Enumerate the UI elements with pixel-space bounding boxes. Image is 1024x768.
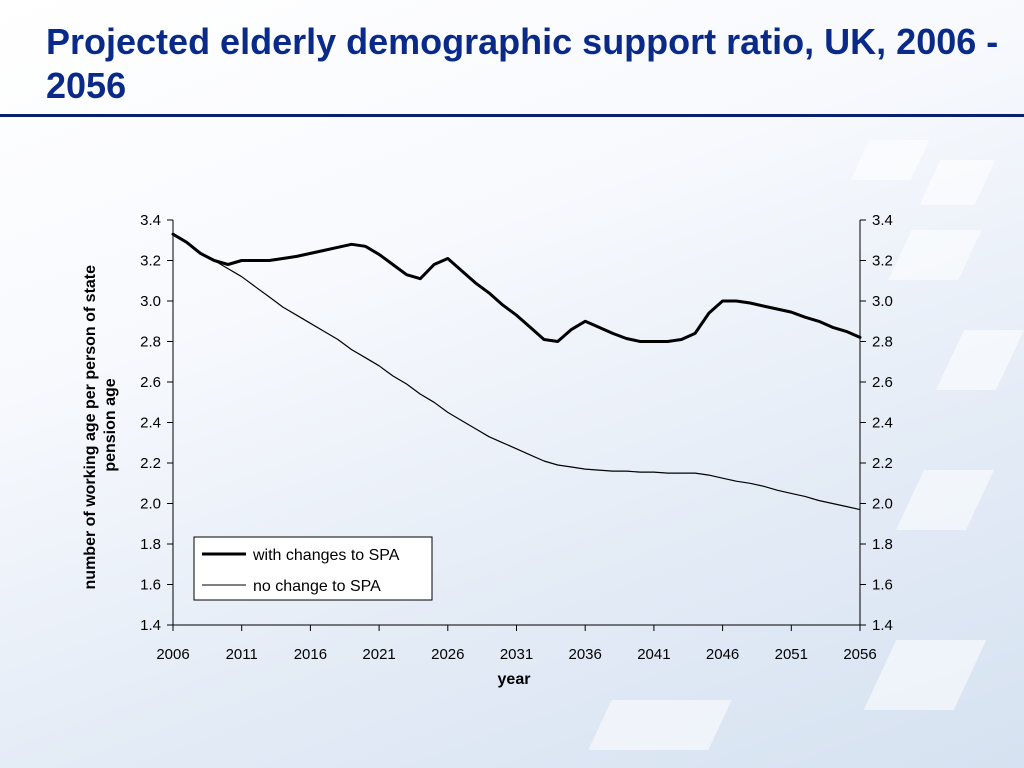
y-tick-label-left: 2.0: [140, 496, 161, 513]
x-tick-label: 2036: [569, 646, 602, 663]
y-tick-label-right: 1.8: [872, 536, 893, 553]
y-axis-title-line-1: number of working age per person of stat…: [82, 265, 99, 590]
x-axis-title: year: [498, 671, 531, 688]
title-divider: [0, 114, 1024, 117]
x-tick-label: 2041: [637, 646, 670, 663]
y-tick-label-left: 1.4: [140, 617, 161, 634]
slide-title: Projected elderly demographic support ra…: [46, 21, 999, 106]
y-tick-label-right: 2.0: [872, 496, 893, 513]
y-tick-label-left: 1.6: [140, 577, 161, 594]
y-tick-label-right: 3.0: [872, 293, 893, 310]
legend-label-no-change: no change to SPA: [253, 578, 381, 595]
y-tick-label-right: 1.4: [872, 617, 893, 634]
y-tick-label-left: 2.2: [140, 455, 161, 472]
legend-label-with-changes: with changes to SPA: [252, 547, 400, 564]
legend: with changes to SPA no change to SPA: [193, 536, 433, 601]
x-tick-label: 2011: [226, 646, 258, 663]
y-ticks-left: 1.4 1.6 1.8 2.0 2.2 2.4 2.6 2.8 3.0 3.2 3.4: [140, 212, 173, 634]
x-ticks: 2006 2011 2016 2021 2026 2031 2036 2041 2046 2051…: [156, 625, 877, 663]
y-tick-label-left: 2.6: [140, 374, 161, 391]
y-ticks-right: 1.4 1.6 1.8 2.0 2.2 2.4 2.6 2.8 3.0 3.2 3.4: [860, 212, 893, 634]
x-tick-label: 2051: [775, 646, 808, 663]
y-tick-label-left: 3.2: [140, 253, 161, 270]
y-tick-label-right: 1.6: [872, 577, 893, 594]
x-tick-label: 2021: [362, 646, 395, 663]
y-tick-label-left: 2.4: [140, 415, 161, 432]
series-layer: [171, 232, 862, 511]
x-tick-label: 2026: [431, 646, 464, 663]
series-line-with-changes: [171, 232, 862, 343]
y-tick-label-left: 2.8: [140, 334, 161, 351]
y-tick-label-right: 2.6: [872, 374, 893, 391]
x-tick-label: 2016: [294, 646, 327, 663]
y-axis-title-line-2: pension age: [102, 378, 119, 471]
y-tick-label-right: 2.8: [872, 334, 893, 351]
x-tick-label: 2056: [843, 646, 876, 663]
x-tick-label: 2006: [156, 646, 189, 663]
x-tick-label: 2046: [706, 646, 739, 663]
y-tick-label-right: 3.4: [872, 212, 893, 229]
y-tick-label-left: 1.8: [140, 536, 161, 553]
y-tick-label-right: 3.2: [872, 253, 893, 270]
y-tick-label-right: 2.4: [872, 415, 893, 432]
legend-box: [193, 536, 433, 601]
y-axis-title: number of working age per person of stat…: [82, 261, 119, 590]
series-line-no-change: [172, 233, 861, 511]
y-tick-label-left: 3.0: [140, 293, 161, 310]
y-tick-label-left: 3.4: [140, 212, 161, 229]
x-tick-label: 2031: [500, 646, 533, 663]
y-tick-label-right: 2.2: [872, 455, 893, 472]
